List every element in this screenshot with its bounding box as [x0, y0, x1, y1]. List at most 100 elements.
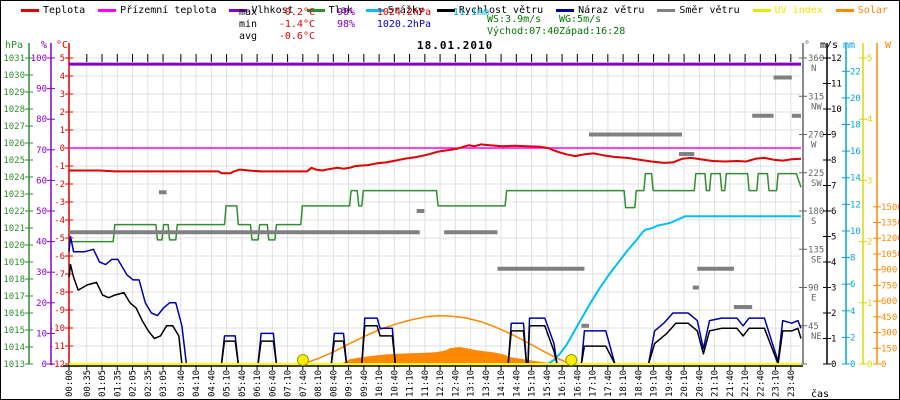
x-tick-label: 04:40: [207, 370, 217, 397]
axis-tick-label: 1: [867, 299, 872, 309]
legend-label: Náraz větru: [578, 5, 645, 16]
axis-tick-label: 20: [36, 299, 47, 309]
axis-tick-label: -3: [54, 198, 65, 208]
legend-swatch: [98, 9, 117, 12]
wind-direction-name: SE: [811, 255, 822, 265]
legend-label: Přízemní teplota: [120, 5, 217, 16]
x-tick-label: 17:10: [589, 370, 599, 397]
axis-tick-label: 1014: [3, 343, 25, 353]
stats-max-pressure: 1024.2hPa: [376, 7, 431, 18]
axis-tick-label: 1030: [3, 71, 25, 81]
axis-pressure: hPa 1013 1014 1015 1016 1017 1018 1019 1020 1021 1…: [3, 40, 33, 370]
stats-min-temp: -1.4°C: [278, 19, 315, 30]
axis-tick-label: -9: [54, 306, 65, 316]
x-tick-label: 03:05: [159, 370, 169, 397]
axis-header-solar: W: [885, 40, 892, 51]
axis-tick-label: 16: [850, 147, 861, 157]
axis-tick-label: -12: [49, 360, 65, 370]
x-tick-label: 01:35: [113, 370, 123, 397]
series-wind-speed-line: [68, 263, 802, 365]
series-solar-max: [302, 314, 571, 365]
series-temperature-line: [69, 143, 802, 175]
stats-row-avg: avg -0.6°C: [239, 31, 489, 43]
axis-tick-label: 1013: [3, 360, 25, 370]
axis-tick-label: 300: [881, 329, 897, 339]
axis-tick-label: 1016: [3, 309, 25, 319]
x-tick-label: 11:40: [421, 370, 431, 397]
legend-label: Teplota: [43, 5, 86, 16]
x-tick-label: 09:10: [345, 370, 355, 397]
legend-swatch: [436, 9, 455, 12]
axis-tick-label: 80: [36, 115, 47, 125]
x-tick-label: 08:40: [329, 370, 339, 397]
legend-item-9: UV index: [752, 5, 823, 16]
legend-label: UV index: [774, 5, 823, 16]
x-tick-label: 14:10: [497, 370, 507, 397]
axis-tick-label: 100: [31, 54, 47, 64]
axis-tick-label: 180: [808, 207, 824, 217]
axis-rain: mm 0 2 4 6 8 10 12 14 16 18 20 22: [842, 40, 861, 370]
x-tick-label: 00:00: [65, 370, 75, 397]
axis-tick-label: 4: [831, 258, 836, 268]
axis-tick-label: 90: [36, 85, 47, 95]
x-tick-label: 07:10: [284, 370, 294, 397]
axis-tick-label: 10: [36, 329, 47, 339]
sunset-marker: [565, 354, 578, 366]
wind-direction-name: NW: [811, 102, 822, 112]
x-tick-label: 09:40: [360, 370, 370, 397]
axis-tick-label: 2: [867, 238, 872, 248]
axis-tick-label: 2: [60, 108, 65, 118]
axis-tick-label: 3: [867, 176, 872, 186]
x-tick-label: 18:10: [619, 370, 629, 397]
wind-direction-name: N: [811, 64, 816, 74]
legend-item-6: Rychlost větru: [436, 5, 543, 16]
legend-label: Vlhkost: [251, 5, 294, 16]
series-pressure-line: [69, 172, 802, 243]
x-tick-label: 17:40: [604, 370, 614, 397]
series-solar: [340, 347, 554, 364]
axis-tick-label: -2: [54, 180, 65, 190]
axis-tick-label: 11: [831, 80, 842, 90]
legend-item-2: Přízemní teplota: [98, 5, 216, 16]
axis-tick-label: 1026: [3, 139, 25, 149]
legend-swatch: [21, 9, 39, 12]
x-tick-label: 02:35: [144, 370, 154, 397]
axis-tick-label: 0: [867, 360, 872, 370]
legend-item-10: Solar: [835, 5, 888, 16]
axis-tick-label: 50: [36, 207, 47, 217]
axis-tick-label: -8: [54, 288, 65, 298]
axis-tick-label: 225: [808, 169, 824, 179]
axis-tick-label: 1029: [3, 88, 25, 98]
legend-item-8: Směr větru: [657, 5, 740, 16]
x-tick-label: 10:40: [390, 370, 400, 397]
axis-tick-label: 3: [60, 90, 65, 100]
axis-tick-label: 20: [850, 94, 861, 104]
axis-humidity: % 0 10 20 30 40 50 60 70 80 90 100: [31, 40, 55, 370]
legend-label: Směr větru: [679, 5, 740, 16]
x-tick-label: 21:10: [711, 370, 721, 397]
x-tick-label: 13:40: [482, 370, 492, 397]
x-tick-label: 20:40: [695, 370, 705, 397]
axis-tick-label: 0: [831, 360, 836, 370]
sunset-time: Západ:16:28: [559, 26, 626, 37]
axis-header-pressure: hPa: [5, 40, 23, 51]
sunrise-marker: [296, 354, 309, 366]
series-solar-area: [340, 347, 554, 364]
x-tick-label: 21:40: [726, 370, 736, 397]
axis-tick-label: 0: [60, 144, 65, 154]
axis-tick-label: 1500: [881, 203, 899, 213]
axis-tick-label: -5: [54, 234, 65, 244]
wind-sun-info: WS:3.9m/s WG:5m/s Východ:07:40 Západ:16:…: [487, 14, 659, 38]
x-tick-label: 15:40: [543, 370, 553, 397]
axis-solar: W 0 150 300 450 600 750 900 1050 1200 1350 1500: [873, 40, 899, 370]
axis-tick-label: 150: [881, 344, 897, 354]
series-temperature: [69, 143, 802, 175]
legend-swatch: [556, 9, 575, 12]
x-tick-label: 12:10: [436, 370, 446, 397]
axis-tick-label: 1020: [3, 241, 25, 251]
axis-tick-label: 0: [850, 360, 855, 370]
x-tick-label: 19:10: [650, 370, 660, 397]
